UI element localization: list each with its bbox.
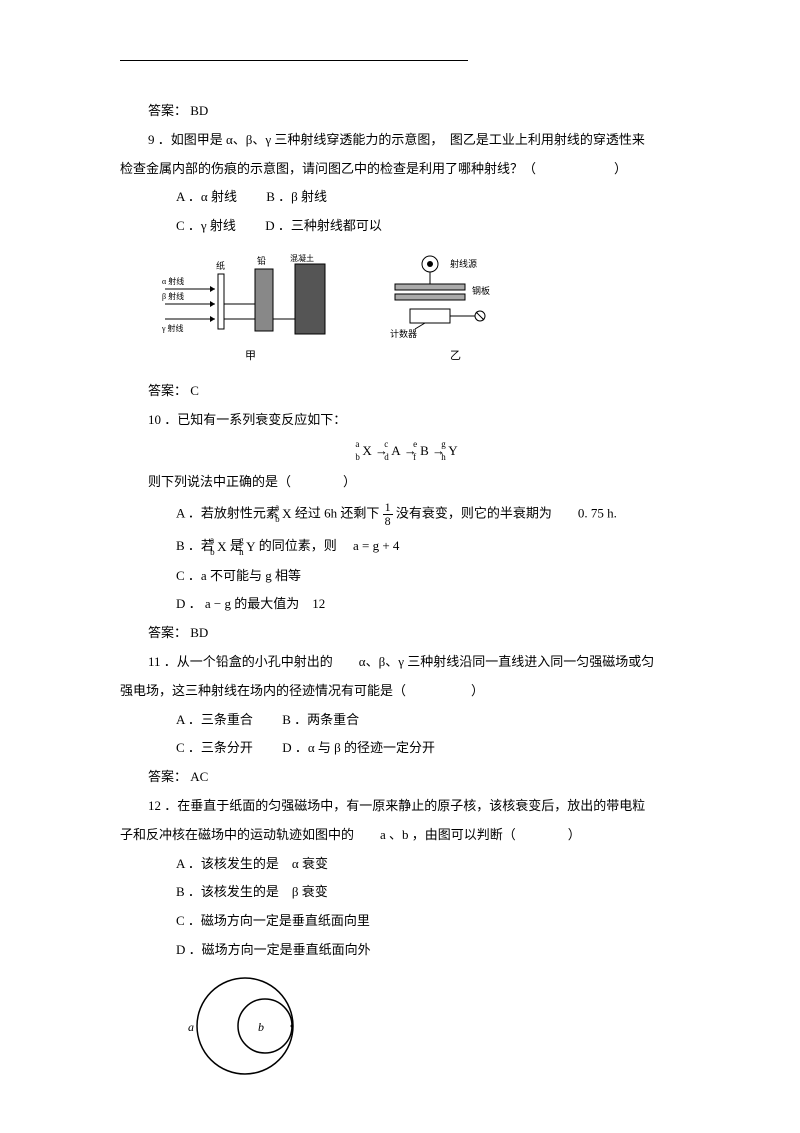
svg-text:乙: 乙 bbox=[450, 349, 461, 362]
q11-optA: A ．三条重合 bbox=[176, 712, 253, 727]
answer-9: 答案： C bbox=[148, 381, 700, 402]
svg-text:纸: 纸 bbox=[216, 260, 225, 271]
svg-text:甲: 甲 bbox=[245, 350, 256, 362]
q12-optA: A ．该核发生的是 α 衰变 bbox=[176, 854, 700, 875]
q9-stem-line1: 9 ．如图甲是 α、β、γ 三种射线穿透能力的示意图， 图乙是工业上利用射线的穿… bbox=[148, 130, 700, 151]
svg-text:铅: 铅 bbox=[257, 255, 266, 266]
q10-optC: C ．a 不可能与 g 相等 bbox=[176, 566, 700, 587]
q12-figure: a b bbox=[180, 971, 700, 1088]
svg-text:a: a bbox=[188, 1020, 194, 1034]
q9-options-row2: C ．γ 射线 D ．三种射线都可以 bbox=[176, 216, 700, 237]
q9-optB: B ．β 射线 bbox=[266, 189, 327, 204]
q12-optB: B ．该核发生的是 β 衰变 bbox=[176, 882, 700, 903]
q11-opts-row2: C ．三条分开 D ．α 与 β 的径迹一定分开 bbox=[176, 738, 700, 759]
q9-figure-yi: 射线源 钢板 计数器 乙 bbox=[380, 249, 510, 369]
q9-optC: C ．γ 射线 bbox=[176, 218, 236, 233]
q11-stem-line1: 11 ．从一个铅盒的小孔中射出的 α、β、γ 三种射线沿同一直线进入同一匀强磁场… bbox=[148, 652, 700, 673]
q12-optC: C ．磁场方向一定是垂直纸面向里 bbox=[176, 911, 700, 932]
q10-prompt: 则下列说法中正确的是（ ） bbox=[148, 472, 700, 493]
answer-10: 答案： BD bbox=[148, 623, 700, 644]
document-page: 答案： BD 9 ．如图甲是 α、β、γ 三种射线穿透能力的示意图， 图乙是工业… bbox=[0, 0, 800, 1128]
q11-optD: D ．α 与 β 的径迹一定分开 bbox=[282, 740, 435, 755]
q9-figures: α 射线 β 射线 γ 射线 纸 铅 混凝土 甲 射线源 钢板 计数器 乙 bbox=[160, 249, 700, 369]
svg-text:β 射线: β 射线 bbox=[162, 291, 184, 301]
q10-optD: D ． a − g 的最大值为 12 bbox=[176, 594, 700, 615]
svg-text:钢板: 钢板 bbox=[472, 285, 490, 296]
q12-stem-line2: 子和反冲核在磁场中的运动轨迹如图中的 a 、b ，由图可以判断（ ） bbox=[120, 825, 700, 846]
q10-optB-equation: a = g + 4 bbox=[353, 538, 399, 553]
answer-8: 答案： BD bbox=[148, 101, 700, 122]
q10-optB: B ．若 abX 是 ghY 的同位素，则 a = g + 4 bbox=[176, 536, 700, 557]
q9-options-row1: A ．α 射线 B ．β 射线 bbox=[176, 187, 700, 208]
q9-optA: A ．α 射线 bbox=[176, 189, 237, 204]
q11-optC: C ．三条分开 bbox=[176, 740, 253, 755]
svg-text:混凝土: 混凝土 bbox=[290, 253, 314, 263]
q11-stem-line2: 强电场，这三种射线在场内的径迹情况有可能是（ ） bbox=[120, 681, 700, 702]
q9-figure-jia: α 射线 β 射线 γ 射线 纸 铅 混凝土 甲 bbox=[160, 249, 340, 369]
q10-stem: 10 ．已知有一系列衰变反应如下： bbox=[148, 410, 700, 431]
svg-text:b: b bbox=[258, 1020, 264, 1034]
q10-optA: A ．若放射性元素 abX 经过 6h 还剩下 18 没有衰变，则它的半衰期为 … bbox=[176, 501, 700, 528]
q9-stem-line2: 检查金属内部的伤痕的示意图，请问图乙中的检查是利用了哪种射线？（ ） bbox=[120, 159, 700, 180]
q11-opts-row1: A ．三条重合 B ．两条重合 bbox=[176, 710, 700, 731]
top-rule bbox=[120, 60, 468, 61]
svg-text:计数器: 计数器 bbox=[390, 328, 417, 339]
q10-decay-chain: abX → cdA → efB → ghY bbox=[120, 441, 700, 462]
svg-text:γ 射线: γ 射线 bbox=[161, 323, 184, 333]
answer-11: 答案： AC bbox=[148, 767, 700, 788]
q9-optD: D ．三种射线都可以 bbox=[265, 218, 382, 233]
q12-stem-line1: 12 ．在垂直于纸面的匀强磁场中，有一原来静止的原子核，该核衰变后，放出的带电粒 bbox=[148, 796, 700, 817]
q12-optD: D ．磁场方向一定是垂直纸面向外 bbox=[176, 940, 700, 961]
svg-text:射线源: 射线源 bbox=[450, 258, 477, 269]
q11-optB: B ．两条重合 bbox=[282, 712, 359, 727]
svg-text:α 射线: α 射线 bbox=[162, 276, 184, 286]
